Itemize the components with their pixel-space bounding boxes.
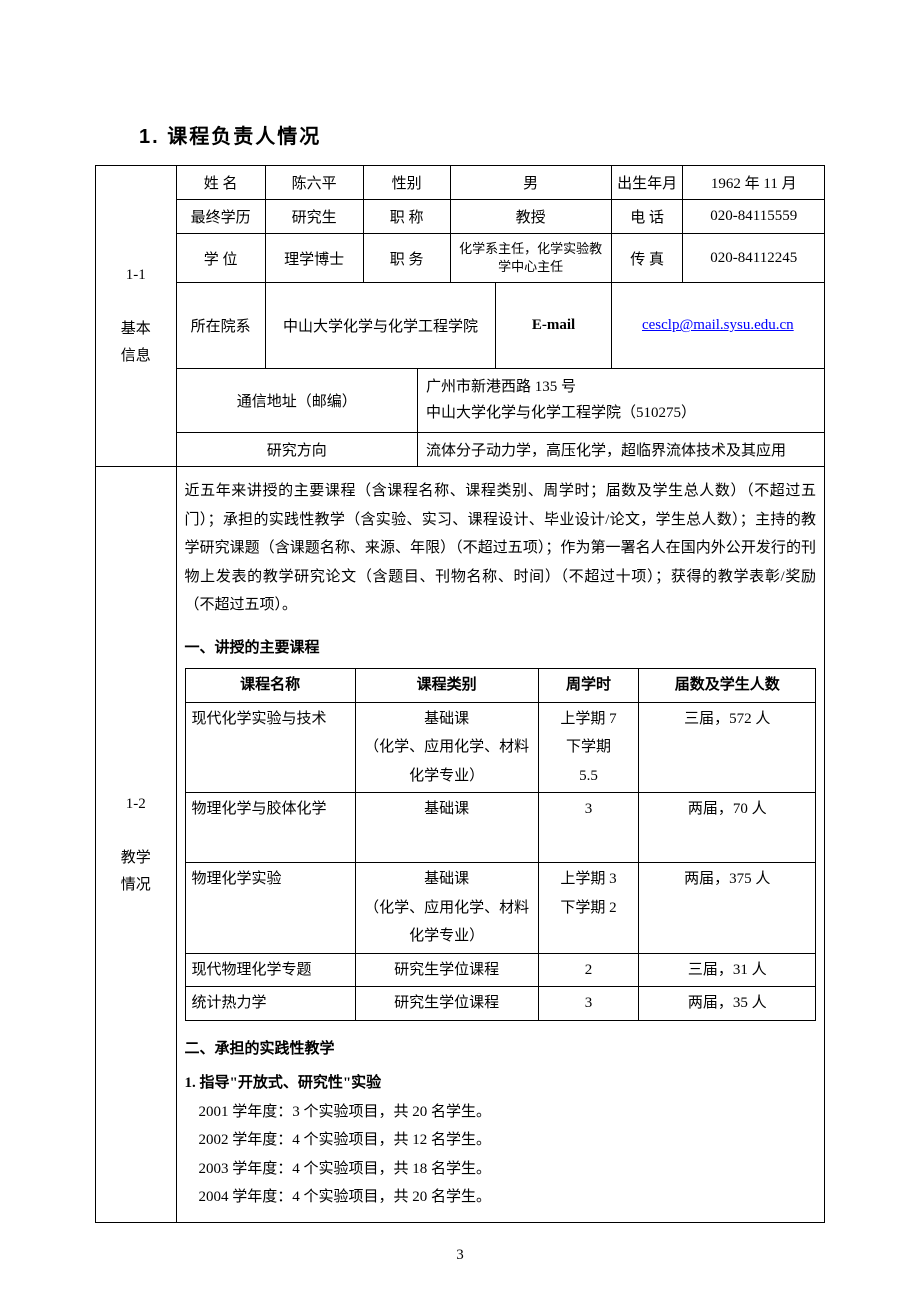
teaching-content: 近五年来讲授的主要课程（含课程名称、课程类别、周学时；届数及学生总人数）（不超过… — [176, 467, 825, 1223]
sub-heading-2: 二、承担的实践性教学 — [185, 1035, 817, 1064]
side-code-1: 1-1 — [100, 262, 172, 289]
title-value: 教授 — [450, 200, 611, 234]
addr-line1: 广州市新港西路 135 号 — [426, 379, 576, 395]
table-cell: 2 — [538, 953, 639, 987]
gender-label: 性别 — [363, 166, 450, 200]
practice-subheading: 1. 指导"开放式、研究性"实验 — [185, 1069, 817, 1098]
edu-label: 最终学历 — [176, 200, 265, 234]
side-section-1: 1-1 基本 信息 — [96, 166, 177, 467]
addr-label: 通信地址（邮编） — [176, 369, 418, 433]
table-row: 物理化学实验基础课（化学、应用化学、材料化学专业）上学期 3下学期 2两届，37… — [185, 863, 816, 954]
addr-line2: 中山大学化学与化学工程学院（510275） — [426, 405, 696, 421]
table-cell: 三届，31 人 — [639, 953, 816, 987]
position-label: 职 务 — [363, 234, 450, 283]
side-section-2: 1-2 教学 情况 — [96, 467, 177, 1223]
table-cell: 上学期 3下学期 2 — [538, 863, 639, 954]
teaching-intro: 近五年来讲授的主要课程（含课程名称、课程类别、周学时；届数及学生总人数）（不超过… — [185, 477, 817, 620]
dob-value: 1962 年 11 月 — [683, 166, 825, 200]
table-cell: 3 — [538, 793, 639, 863]
degree-value: 理学博士 — [265, 234, 363, 283]
table-cell: 研究生学位课程 — [355, 987, 538, 1021]
table-row: 现代物理化学专题研究生学位课程2三届，31 人 — [185, 953, 816, 987]
list-item: 2001 学年度：3 个实验项目，共 20 名学生。 — [199, 1098, 817, 1127]
page-number: 3 — [95, 1247, 825, 1264]
table-cell: 基础课（化学、应用化学、材料化学专业） — [355, 702, 538, 793]
page-container: 1. 课程负责人情况 1-1 基本 信息 姓 名 陈六平 性别 男 出生年月 — [0, 0, 920, 1304]
practice-list: 2001 学年度：3 个实验项目，共 20 名学生。2002 学年度：4 个实验… — [199, 1098, 817, 1212]
section-title: 1. 课程负责人情况 — [95, 120, 825, 149]
main-form-table: 1-1 基本 信息 姓 名 陈六平 性别 男 出生年月 1962 年 11 月 … — [95, 165, 825, 1223]
courses-header-row: 课程名称 课程类别 周学时 届数及学生人数 — [185, 669, 816, 703]
courses-table: 课程名称 课程类别 周学时 届数及学生人数 现代化学实验与技术基础课（化学、应用… — [185, 668, 817, 1021]
th-course-students: 届数及学生人数 — [639, 669, 816, 703]
edu-value: 研究生 — [265, 200, 363, 234]
table-row: 物理化学与胶体化学基础课3两届，70 人 — [185, 793, 816, 863]
side-label-2a: 教学 — [100, 845, 172, 872]
table-cell: 现代化学实验与技术 — [185, 702, 355, 793]
gender-value: 男 — [450, 166, 611, 200]
dept-label: 所在院系 — [176, 283, 265, 369]
sub-heading-1: 一、讲授的主要课程 — [185, 634, 817, 663]
table-row: 统计热力学研究生学位课程3两届，35 人 — [185, 987, 816, 1021]
table-cell: 统计热力学 — [185, 987, 355, 1021]
table-cell: 两届，375 人 — [639, 863, 816, 954]
name-label: 姓 名 — [176, 166, 265, 200]
research-label: 研究方向 — [176, 433, 418, 467]
side-code-2: 1-2 — [100, 791, 172, 818]
list-item: 2003 学年度：4 个实验项目，共 18 名学生。 — [199, 1155, 817, 1184]
dept-value: 中山大学化学与化学工程学院 — [265, 283, 496, 369]
table-cell: 现代物理化学专题 — [185, 953, 355, 987]
table-cell: 两届，70 人 — [639, 793, 816, 863]
table-cell: 三届，572 人 — [639, 702, 816, 793]
table-cell: 物理化学实验 — [185, 863, 355, 954]
fax-label: 传 真 — [611, 234, 683, 283]
title-label: 职 称 — [363, 200, 450, 234]
table-cell: 上学期 7下学期5.5 — [538, 702, 639, 793]
side-label-2b: 情况 — [100, 872, 172, 899]
email-cell: cesclp@mail.sysu.edu.cn — [611, 283, 824, 369]
list-item: 2004 学年度：4 个实验项目，共 20 名学生。 — [199, 1183, 817, 1212]
table-cell: 基础课 — [355, 793, 538, 863]
table-cell: 基础课（化学、应用化学、材料化学专业） — [355, 863, 538, 954]
th-course-hours: 周学时 — [538, 669, 639, 703]
table-cell: 3 — [538, 987, 639, 1021]
email-link[interactable]: cesclp@mail.sysu.edu.cn — [642, 317, 794, 333]
table-row: 现代化学实验与技术基础课（化学、应用化学、材料化学专业）上学期 7下学期5.5三… — [185, 702, 816, 793]
table-cell: 研究生学位课程 — [355, 953, 538, 987]
phone-value: 020-84115559 — [683, 200, 825, 234]
research-value: 流体分子动力学，高压化学，超临界流体技术及其应用 — [418, 433, 825, 467]
th-course-type: 课程类别 — [355, 669, 538, 703]
addr-value: 广州市新港西路 135 号 中山大学化学与化学工程学院（510275） — [418, 369, 825, 433]
phone-label: 电 话 — [611, 200, 683, 234]
position-value: 化学系主任，化学实验教学中心主任 — [450, 234, 611, 283]
degree-label: 学 位 — [176, 234, 265, 283]
list-item: 2002 学年度：4 个实验项目，共 12 名学生。 — [199, 1126, 817, 1155]
table-cell: 两届，35 人 — [639, 987, 816, 1021]
email-label: E-mail — [496, 283, 611, 369]
fax-value: 020-84112245 — [683, 234, 825, 283]
th-course-name: 课程名称 — [185, 669, 355, 703]
side-label-1a: 基本 — [100, 316, 172, 343]
table-cell: 物理化学与胶体化学 — [185, 793, 355, 863]
dob-label: 出生年月 — [611, 166, 683, 200]
name-value: 陈六平 — [265, 166, 363, 200]
side-label-1b: 信息 — [100, 343, 172, 370]
